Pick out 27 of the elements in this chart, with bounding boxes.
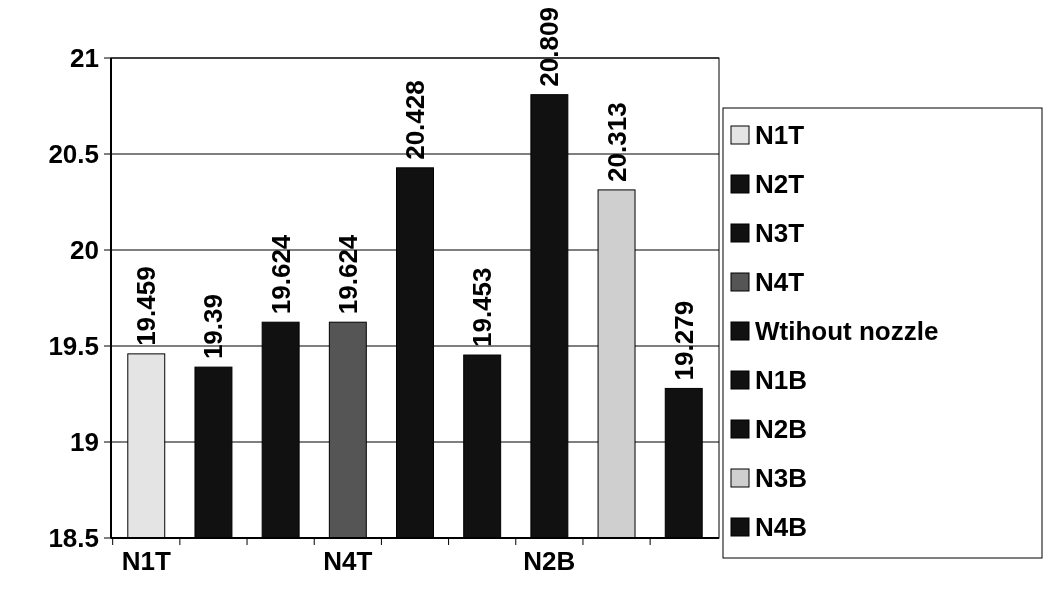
legend-label: N1T (755, 120, 805, 151)
data-label: 20.809 (534, 7, 565, 87)
y-tick-label: 20 (70, 235, 99, 266)
data-label: 19.279 (668, 300, 699, 381)
y-tick-label: 18.5 (48, 523, 99, 554)
data-label: 20.313 (601, 102, 632, 182)
y-tick-label: 19.5 (48, 331, 99, 362)
y-tick-label: 20.5 (48, 139, 99, 170)
data-label: 19.624 (265, 234, 296, 315)
legend-label: N1B (755, 365, 808, 396)
data-label: 19.39 (198, 294, 229, 360)
legend-label: Wtihout nozzle (755, 316, 939, 347)
legend-label: N4T (755, 267, 805, 298)
y-tick-label: 19 (70, 427, 99, 458)
legend-label: N3B (755, 463, 808, 494)
x-tick-label: N4T (323, 546, 373, 576)
data-label: 19.624 (332, 234, 363, 315)
data-label: 19.459 (131, 266, 162, 346)
x-tick-label: N2B (523, 546, 576, 576)
data-label: 20.428 (400, 80, 430, 160)
y-tick-label: 21 (70, 43, 99, 74)
legend-label: N2B (755, 414, 808, 445)
legend-label: N2T (755, 169, 805, 200)
legend-label: N3T (755, 218, 805, 249)
x-tick-label: N1T (121, 546, 171, 576)
legend-label: N4B (755, 512, 808, 543)
data-label: 19.453 (467, 267, 498, 348)
